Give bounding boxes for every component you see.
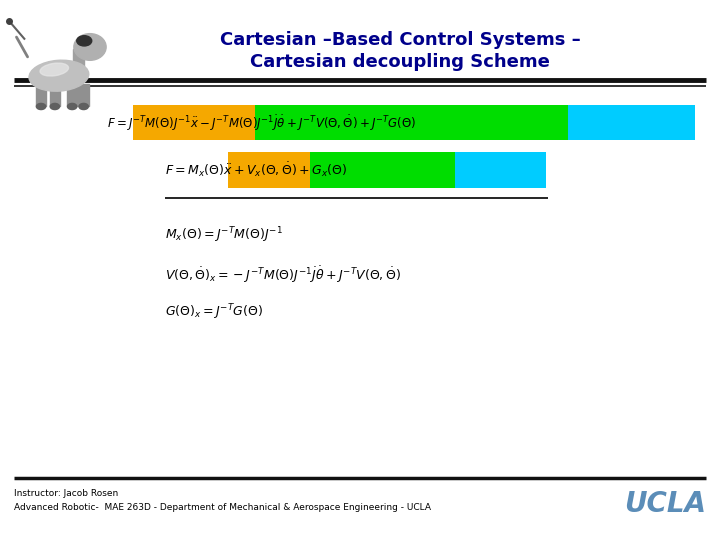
- Bar: [228, 152, 310, 188]
- Ellipse shape: [29, 60, 89, 91]
- Bar: [73, 49, 84, 68]
- Bar: [67, 84, 77, 106]
- Ellipse shape: [68, 104, 77, 110]
- Bar: [36, 84, 46, 106]
- Text: UCLA: UCLA: [624, 490, 706, 518]
- Text: $M_x(\Theta) = J^{-T}M(\Theta)J^{-1}$: $M_x(\Theta) = J^{-T}M(\Theta)J^{-1}$: [165, 225, 283, 245]
- Bar: [310, 152, 455, 188]
- Text: Advanced Robotic-  MAE 263D - Department of Mechanical & Aerospace Engineering -: Advanced Robotic- MAE 263D - Department …: [14, 503, 431, 512]
- Bar: [78, 84, 89, 106]
- Text: $V(\Theta,\dot{\Theta})_x = -J^{-T}M(\Theta)J^{-1}\dot{J}\dot{\theta} + J^{-T}V(: $V(\Theta,\dot{\Theta})_x = -J^{-T}M(\Th…: [165, 265, 401, 285]
- Bar: [568, 105, 695, 140]
- Text: $F = M_x(\Theta)\ddot{x} + V_x(\Theta,\dot{\Theta}) + G_x(\Theta)$: $F = M_x(\Theta)\ddot{x} + V_x(\Theta,\d…: [165, 161, 347, 179]
- Bar: [50, 84, 60, 106]
- Ellipse shape: [79, 104, 89, 110]
- Bar: [255, 105, 568, 140]
- Ellipse shape: [50, 104, 60, 110]
- Ellipse shape: [74, 33, 106, 60]
- Text: $F = J^{-T}M(\Theta)J^{-1}\ddot{x} - J^{-T}M(\Theta)J^{-1}\dot{J}\dot{\theta} + : $F = J^{-T}M(\Theta)J^{-1}\ddot{x} - J^{…: [107, 113, 416, 133]
- Ellipse shape: [37, 104, 45, 110]
- Text: $G(\Theta)_x = J^{-T}G(\Theta)$: $G(\Theta)_x = J^{-T}G(\Theta)$: [165, 302, 263, 322]
- Text: Cartesian –Based Control Systems –: Cartesian –Based Control Systems –: [220, 31, 580, 49]
- Text: Cartesian decoupling Scheme: Cartesian decoupling Scheme: [250, 53, 550, 71]
- Ellipse shape: [40, 63, 68, 76]
- Bar: [133, 105, 255, 140]
- Ellipse shape: [77, 36, 91, 46]
- Bar: [455, 152, 546, 188]
- Text: Instructor: Jacob Rosen: Instructor: Jacob Rosen: [14, 489, 118, 498]
